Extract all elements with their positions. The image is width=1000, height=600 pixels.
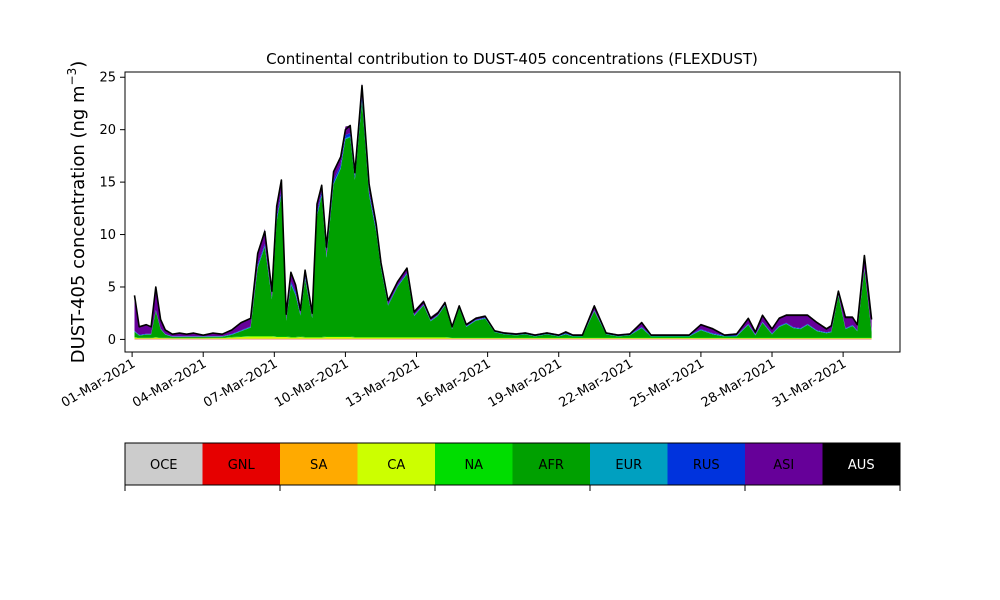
total-concentration-line (133, 84, 873, 336)
legend-swatch-oce (125, 443, 203, 485)
area-series-asi (134, 83, 872, 337)
x-tick-label: 10-Mar-2021 (272, 356, 351, 410)
area-series-afr (134, 101, 872, 338)
legend-label-ca: CA (387, 458, 405, 473)
legend-label-eur: EUR (615, 458, 642, 473)
y-tick-label: 10 (99, 228, 116, 243)
legend-label-sa: SA (310, 458, 327, 473)
y-axis-label: DUST-405 concentration (ng m−3) (65, 61, 89, 364)
legend-swatch-na (435, 443, 513, 485)
area-series-eur (134, 100, 872, 337)
plot-area-frame (124, 71, 901, 353)
total-line-group (133, 84, 873, 336)
area-series-aus (134, 83, 872, 336)
y-axis-label-superscript: −3 (65, 68, 79, 86)
colorbar-frame (124, 442, 901, 486)
x-tick-label: 28-Mar-2021 (699, 356, 778, 410)
x-tick-label: 22-Mar-2021 (557, 356, 636, 410)
legend-label-na: NA (464, 458, 483, 473)
legend-label-oce: OCE (150, 458, 178, 473)
legend-swatch-eur (590, 443, 668, 485)
area-series-ca (134, 336, 872, 339)
x-tick-label: 16-Mar-2021 (414, 356, 493, 410)
x-tick-label: 01-Mar-2021 (59, 356, 138, 410)
y-axis-label-close: ) (68, 61, 89, 68)
y-tick-label: 0 (108, 333, 116, 348)
legend-label-gnl: GNL (228, 458, 256, 473)
legend-label-asi: ASI (773, 458, 794, 473)
x-tick-label: 31-Mar-2021 (770, 356, 849, 410)
y-tick-label: 15 (99, 176, 116, 191)
legend-swatch-aus (822, 443, 901, 485)
y-tick-label: 5 (108, 280, 116, 295)
legend-swatch-sa (280, 443, 358, 485)
y-axis-label-main: DUST-405 concentration (ng m (68, 85, 89, 363)
y-axis-ticks: 0 5 10 15 20 25 (99, 71, 125, 348)
legend-label-afr: AFR (539, 458, 564, 473)
legend-swatch-rus (667, 443, 746, 485)
y-tick-label: 25 (99, 71, 116, 86)
x-tick-label: 04-Mar-2021 (130, 356, 209, 410)
legend-label-aus: AUS (848, 458, 875, 473)
x-tick-label: 19-Mar-2021 (486, 356, 565, 410)
legend-swatch-afr (512, 443, 591, 485)
stacked-area-layers (134, 83, 872, 340)
legend-swatch-gnl (202, 443, 281, 485)
x-tick-label: 13-Mar-2021 (343, 356, 422, 410)
legend-swatch-asi (745, 443, 823, 485)
chart-title: Continental contribution to DUST-405 con… (266, 50, 758, 68)
x-tick-label: 07-Mar-2021 (201, 356, 280, 410)
colorbar-legend: OCE GNL SA CA NA AFR EUR RUS ASI AUS (124, 442, 901, 491)
legend-label-rus: RUS (693, 458, 720, 473)
y-tick-label: 20 (99, 123, 116, 138)
area-series-rus (134, 95, 872, 337)
area-series-na (134, 336, 872, 339)
x-tick-label: 25-Mar-2021 (628, 356, 707, 410)
legend-swatch-ca (357, 443, 436, 485)
x-axis-ticks: 01-Mar-202104-Mar-202107-Mar-202110-Mar-… (59, 352, 849, 411)
